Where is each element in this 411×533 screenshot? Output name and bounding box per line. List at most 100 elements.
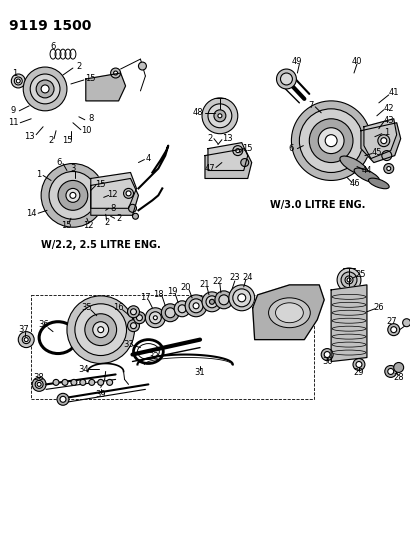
- Text: 4: 4: [146, 154, 151, 163]
- Circle shape: [98, 379, 104, 385]
- Text: 44: 44: [362, 166, 372, 175]
- Text: 19: 19: [167, 287, 178, 296]
- Text: 9: 9: [11, 106, 16, 115]
- Circle shape: [218, 114, 222, 118]
- Circle shape: [36, 80, 54, 98]
- Circle shape: [178, 305, 186, 313]
- Circle shape: [37, 382, 41, 386]
- Circle shape: [215, 291, 233, 309]
- Circle shape: [233, 146, 243, 156]
- Circle shape: [126, 191, 131, 196]
- Circle shape: [210, 300, 215, 304]
- Ellipse shape: [268, 298, 310, 328]
- Text: 35: 35: [81, 303, 92, 312]
- Circle shape: [107, 379, 113, 385]
- Text: 49: 49: [292, 56, 302, 66]
- Circle shape: [299, 109, 363, 173]
- Circle shape: [345, 276, 353, 284]
- Ellipse shape: [332, 334, 366, 339]
- Text: 1: 1: [384, 128, 389, 137]
- Text: 15: 15: [242, 144, 253, 153]
- Text: 40: 40: [352, 56, 362, 66]
- Circle shape: [193, 303, 199, 309]
- Circle shape: [236, 149, 240, 152]
- Circle shape: [318, 128, 344, 154]
- Circle shape: [341, 272, 357, 288]
- Text: W/3.0 LITRE ENG.: W/3.0 LITRE ENG.: [270, 200, 365, 211]
- Ellipse shape: [354, 168, 380, 183]
- Circle shape: [208, 104, 232, 128]
- Circle shape: [49, 172, 97, 219]
- Circle shape: [347, 278, 351, 282]
- Text: 41: 41: [388, 88, 399, 98]
- Circle shape: [153, 316, 157, 320]
- Text: 43: 43: [383, 116, 394, 125]
- Polygon shape: [86, 73, 125, 101]
- Circle shape: [134, 312, 145, 324]
- Circle shape: [219, 295, 229, 305]
- Text: 13: 13: [24, 132, 35, 141]
- Circle shape: [403, 319, 411, 327]
- Circle shape: [41, 164, 105, 227]
- Polygon shape: [253, 285, 324, 340]
- Circle shape: [356, 361, 362, 367]
- Circle shape: [353, 359, 365, 370]
- Text: 46: 46: [350, 179, 360, 188]
- Circle shape: [124, 188, 134, 198]
- Text: 1: 1: [37, 170, 42, 179]
- Text: 2: 2: [76, 61, 81, 70]
- Text: 45: 45: [372, 148, 382, 157]
- Ellipse shape: [340, 156, 368, 175]
- Text: 8: 8: [110, 204, 115, 213]
- Polygon shape: [208, 143, 248, 171]
- Text: 39: 39: [95, 390, 106, 399]
- Circle shape: [185, 295, 207, 317]
- Circle shape: [131, 309, 136, 315]
- Circle shape: [139, 62, 146, 70]
- Text: 2: 2: [48, 136, 54, 145]
- Circle shape: [57, 393, 69, 405]
- Text: 38: 38: [34, 373, 44, 382]
- Text: 6: 6: [51, 42, 56, 51]
- Circle shape: [24, 337, 28, 342]
- Circle shape: [378, 135, 390, 147]
- Circle shape: [382, 151, 392, 160]
- Circle shape: [67, 296, 134, 364]
- Circle shape: [174, 301, 190, 317]
- Circle shape: [66, 188, 80, 203]
- Circle shape: [113, 71, 118, 75]
- Text: 26: 26: [374, 303, 384, 312]
- Text: 29: 29: [354, 368, 364, 377]
- Bar: [31, 295, 314, 399]
- Circle shape: [385, 366, 397, 377]
- Text: 14: 14: [26, 209, 37, 218]
- Circle shape: [93, 322, 109, 337]
- Circle shape: [58, 181, 88, 211]
- Ellipse shape: [332, 326, 366, 331]
- Circle shape: [161, 304, 179, 322]
- Ellipse shape: [332, 294, 366, 300]
- Circle shape: [391, 327, 397, 333]
- Polygon shape: [205, 149, 252, 179]
- Circle shape: [206, 296, 218, 308]
- Circle shape: [75, 304, 127, 356]
- Circle shape: [238, 294, 246, 302]
- Circle shape: [202, 98, 238, 134]
- Text: 3: 3: [70, 164, 76, 173]
- Circle shape: [14, 77, 22, 85]
- Circle shape: [71, 379, 77, 385]
- Circle shape: [132, 213, 139, 219]
- Text: 2: 2: [207, 134, 212, 143]
- Circle shape: [325, 135, 337, 147]
- Circle shape: [277, 69, 296, 89]
- Text: 12: 12: [83, 221, 94, 230]
- Circle shape: [12, 74, 25, 88]
- Text: 18: 18: [153, 290, 164, 300]
- Text: 2: 2: [116, 214, 121, 223]
- Ellipse shape: [332, 310, 366, 315]
- Circle shape: [384, 164, 394, 173]
- Text: 20: 20: [181, 284, 192, 293]
- Text: 12: 12: [107, 190, 118, 199]
- Text: 6: 6: [289, 144, 294, 153]
- Polygon shape: [91, 179, 139, 215]
